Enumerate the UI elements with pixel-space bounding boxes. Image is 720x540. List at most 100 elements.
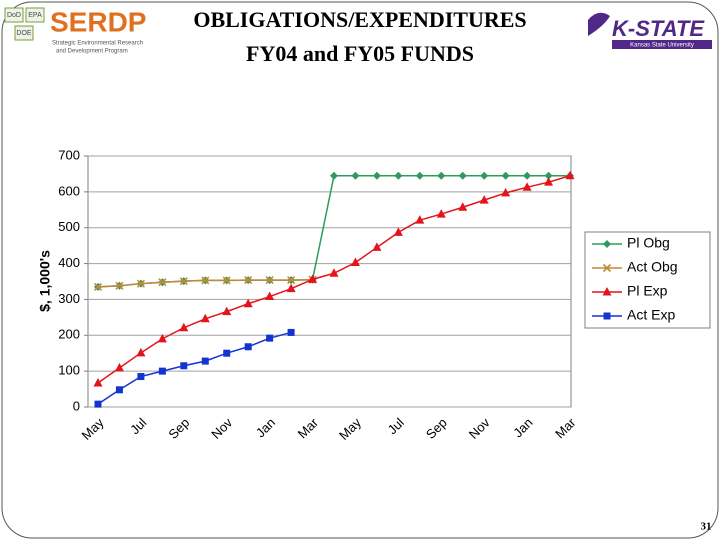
legend-label: Act Obg [627,259,678,275]
point [501,171,510,180]
point [603,240,611,248]
series-line [97,331,292,405]
point [179,277,188,286]
point [372,171,381,180]
point [458,202,468,211]
point [244,343,252,351]
agency-box [14,25,34,41]
point [243,298,253,308]
point [522,182,532,191]
logo-name: SERDP [50,6,146,37]
point [330,171,338,180]
point [222,276,231,285]
point [266,334,274,342]
logo-tagline: Kansas State University [630,43,694,49]
point [351,171,360,180]
point [179,322,189,332]
point [393,227,403,236]
logo-name: K-STATE [612,16,705,41]
logo-right: K-STATE Kansas State University [588,12,712,49]
y-tick-label: 600 [58,183,80,198]
legend [584,231,711,329]
slide-title: OBLIGATIONS/EXPENDITURES [193,7,526,32]
agency: DOE [16,30,32,37]
x-tick-label: Jul [385,415,407,437]
point [157,333,167,343]
x-tick-label: Jan [253,415,278,440]
point [415,215,425,224]
y-tick-label: 500 [58,219,80,234]
point [308,274,318,283]
point [244,276,253,285]
y-tick-label: 300 [58,291,80,306]
point [501,187,511,197]
point [136,279,145,288]
point [93,282,103,291]
point [180,362,188,370]
point [458,171,467,180]
x-tick-label: Nov [208,415,235,442]
point [394,171,403,180]
x-tick-label: Mar [295,414,322,441]
point [415,171,424,180]
logo-tagline: and Development Program [56,49,128,55]
slide-title: FY04 and FY05 FUNDS [246,41,474,66]
point [223,349,231,357]
agency: DoD [7,12,21,19]
point [544,171,553,180]
point [523,171,532,180]
point [158,367,166,375]
x-tick-label: May [336,415,364,443]
y-tick-label: 400 [58,255,80,270]
point [115,281,124,290]
series-line [97,175,571,384]
point [201,357,209,365]
point [565,170,575,180]
point [287,276,296,285]
point [436,209,446,218]
point [372,242,382,251]
point [94,400,102,408]
point [114,362,124,372]
x-tick-label: Jan [510,415,535,440]
legend-label: Pl Exp [627,283,668,299]
y-tick-label: 200 [58,327,80,342]
agency: EPA [28,12,42,19]
page-number: 31 [701,521,712,533]
legend-label: Pl Obg [627,235,670,251]
y-tick-label: 0 [73,398,80,413]
point [287,328,295,336]
point [115,386,123,394]
point [93,377,103,387]
y-tick-label: 100 [58,363,80,378]
point [437,171,446,180]
point [602,263,612,273]
point [201,276,210,285]
point [265,291,275,301]
point [137,373,145,381]
logo-left: DoD EPA DOE SERDP Strategic Environmenta… [4,6,146,55]
point [136,347,146,357]
y-axis-label: $, 1,000's [37,250,53,312]
x-tick-label: Sep [423,415,450,442]
point [200,313,210,323]
agency-box [25,7,45,23]
logo-tagline: Strategic Environmental Research [52,41,143,47]
x-tick-label: May [79,415,107,443]
x-tick-label: Sep [165,415,192,442]
point [479,195,489,204]
x-tick-label: Jul [127,415,149,437]
logo-band [612,40,712,49]
point [602,287,612,296]
agency-box [4,7,24,23]
point [286,283,296,293]
x-tick-label: Mar [552,414,579,441]
point [158,278,167,287]
point [329,268,339,277]
x-tick-label: Nov [466,415,493,442]
point [350,257,360,266]
y-tick-label: 700 [58,147,80,162]
point [265,276,274,285]
